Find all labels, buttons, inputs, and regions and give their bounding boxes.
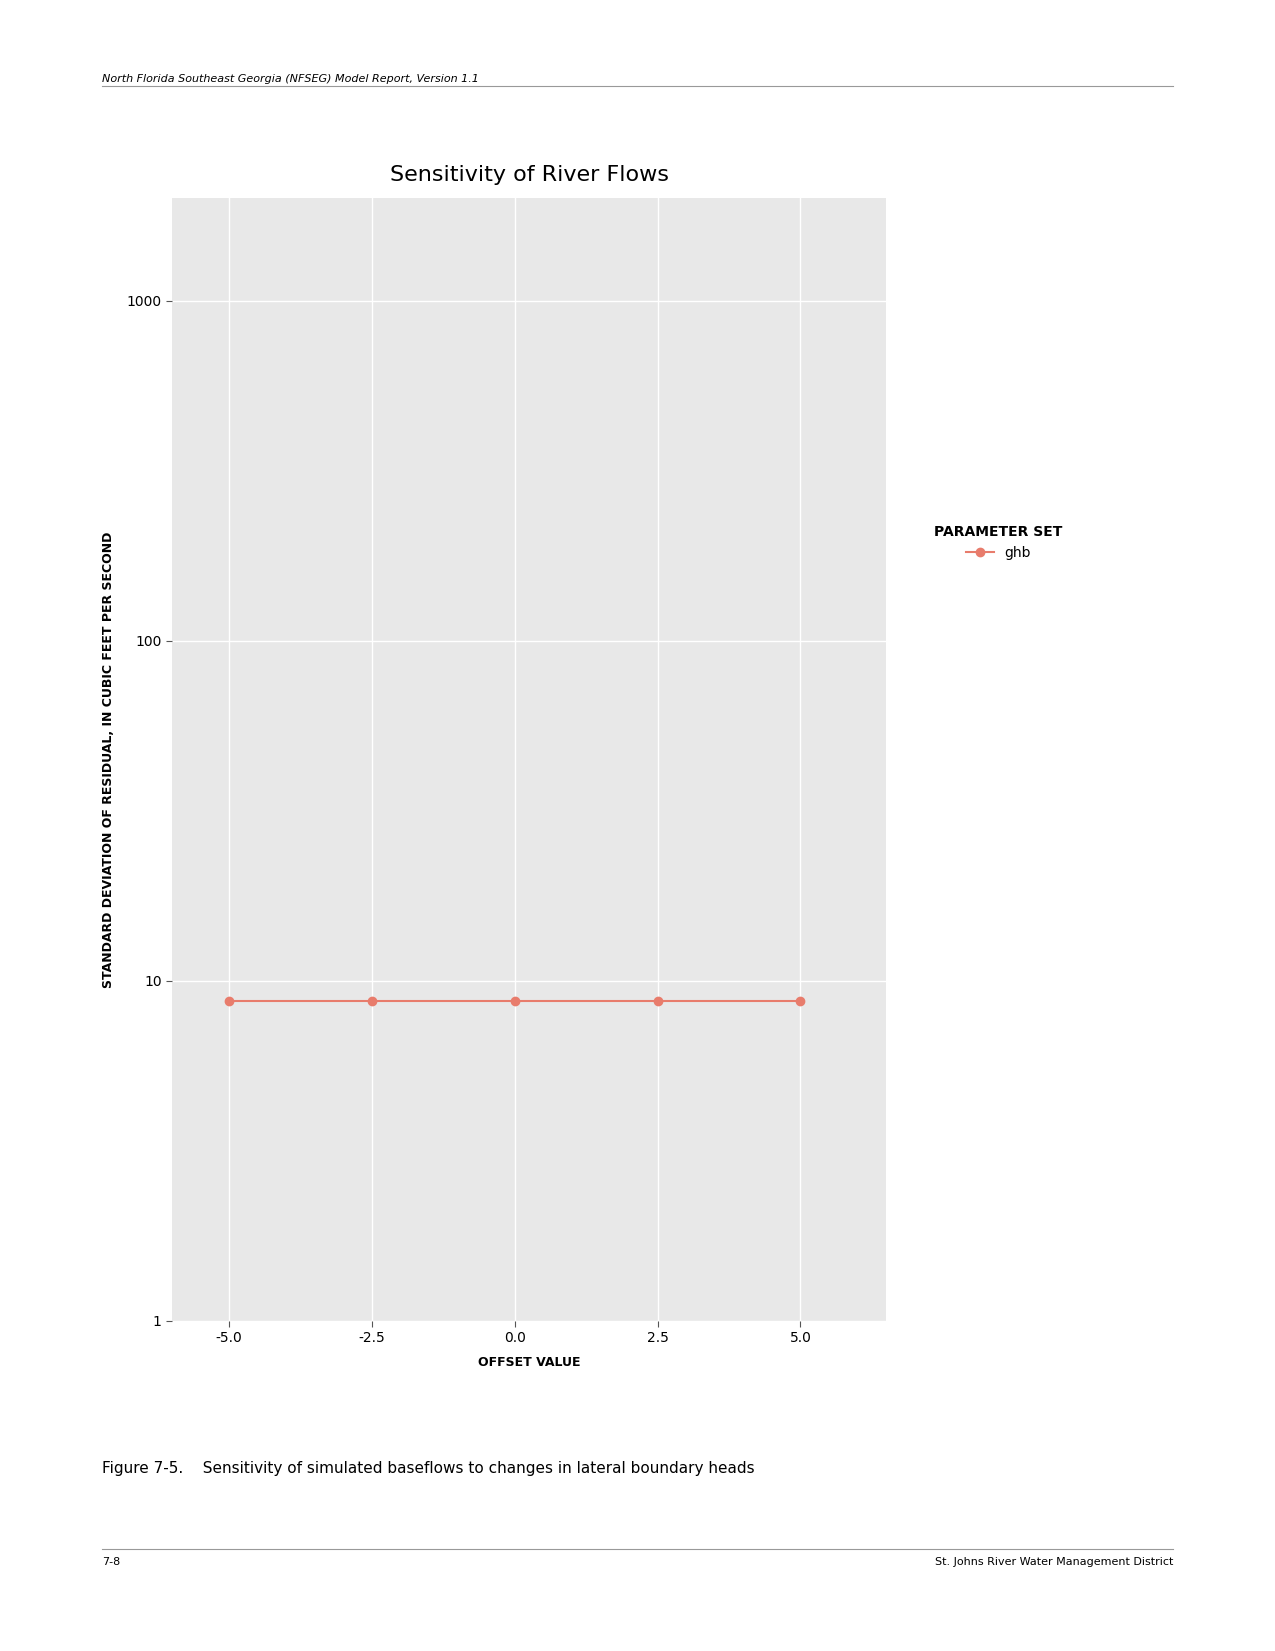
Text: North Florida Southeast Georgia (NFSEG) Model Report, Version 1.1: North Florida Southeast Georgia (NFSEG) … xyxy=(102,74,479,84)
Text: St. Johns River Water Management District: St. Johns River Water Management Distric… xyxy=(935,1557,1173,1567)
X-axis label: OFFSET VALUE: OFFSET VALUE xyxy=(478,1357,580,1369)
Title: Sensitivity of River Flows: Sensitivity of River Flows xyxy=(390,165,668,185)
Y-axis label: STANDARD DEVIATION OF RESIDUAL, IN CUBIC FEET PER SECOND: STANDARD DEVIATION OF RESIDUAL, IN CUBIC… xyxy=(102,532,116,987)
Text: 7-8: 7-8 xyxy=(102,1557,120,1567)
Text: Figure 7-5.    Sensitivity of simulated baseflows to changes in lateral boundary: Figure 7-5. Sensitivity of simulated bas… xyxy=(102,1461,755,1476)
Legend: ghb: ghb xyxy=(928,520,1068,566)
